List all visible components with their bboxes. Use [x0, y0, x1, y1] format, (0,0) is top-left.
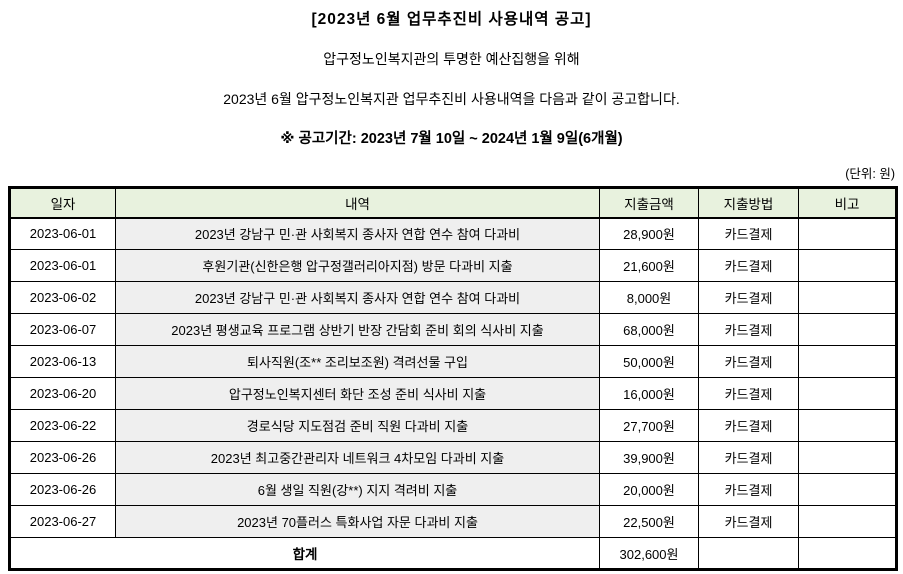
- cell-amount: 21,600원: [599, 249, 699, 282]
- cell-note: [798, 409, 897, 442]
- cell-method: 카드결제: [698, 345, 799, 378]
- cell-date: 2023-06-02: [9, 281, 116, 314]
- cell-description: 2023년 강남구 민·관 사회복지 종사자 연합 연수 참여 다과비: [115, 217, 600, 250]
- table-row: 2023-06-01 2023년 강남구 민·관 사회복지 종사자 연합 연수 …: [9, 217, 897, 250]
- cell-method: 카드결제: [698, 217, 799, 250]
- cell-date: 2023-06-26: [9, 473, 116, 506]
- header-row: 일자 내역 지출금액 지출방법 비고: [9, 187, 897, 219]
- cell-method: 카드결제: [698, 505, 799, 538]
- cell-amount: 22,500원: [599, 505, 699, 538]
- cell-amount: 20,000원: [599, 473, 699, 506]
- cell-amount: 50,000원: [599, 345, 699, 378]
- table-row: 2023-06-22 경로식당 지도점검 준비 직원 다과비 지출 27,700…: [9, 409, 897, 442]
- cell-amount: 28,900원: [599, 217, 699, 250]
- cell-description: 2023년 강남구 민·관 사회복지 종사자 연합 연수 참여 다과비: [115, 281, 600, 314]
- cell-note: [798, 249, 897, 282]
- table-row: 2023-06-26 2023년 최고중간관리자 네트워크 4차모임 다과비 지…: [9, 441, 897, 474]
- cell-amount: 39,900원: [599, 441, 699, 474]
- total-method: [698, 537, 799, 570]
- notice-period: ※ 공고기간: 2023년 7월 10일 ~ 2024년 1월 9일(6개월): [280, 131, 623, 147]
- cell-note: [798, 505, 897, 538]
- cell-note: [798, 377, 897, 410]
- cell-description: 6월 생일 직원(강**) 지지 격려비 지출: [115, 473, 600, 506]
- cell-method: 카드결제: [698, 281, 799, 314]
- table-row: 2023-06-02 2023년 강남구 민·관 사회복지 종사자 연합 연수 …: [9, 281, 897, 314]
- cell-description: 퇴사직원(조** 조리보조원) 격려선물 구입: [115, 345, 600, 378]
- cell-date: 2023-06-13: [9, 345, 116, 378]
- cell-amount: 8,000원: [599, 281, 699, 314]
- table-row: 2023-06-26 6월 생일 직원(강**) 지지 격려비 지출 20,00…: [9, 473, 897, 506]
- header-amount: 지출금액: [599, 187, 699, 219]
- cell-date: 2023-06-01: [9, 217, 116, 250]
- cell-method: 카드결제: [698, 441, 799, 474]
- cell-date: 2023-06-07: [9, 313, 116, 346]
- table-row: 2023-06-13 퇴사직원(조** 조리보조원) 격려선물 구입 50,00…: [9, 345, 897, 378]
- cell-note: [798, 345, 897, 378]
- cell-note: [798, 281, 897, 314]
- cell-note: [798, 441, 897, 474]
- cell-note: [798, 473, 897, 506]
- table-row: 2023-06-20 압구정노인복지센터 화단 조성 준비 식사비 지출 16,…: [9, 377, 897, 410]
- header-note: 비고: [798, 187, 897, 219]
- cell-date: 2023-06-20: [9, 377, 116, 410]
- cell-method: 카드결제: [698, 313, 799, 346]
- intro-line-2: 2023년 6월 압구정노인복지관 업무추진비 사용내역을 다음과 같이 공고합…: [223, 91, 680, 107]
- total-amount: 302,600원: [599, 537, 699, 570]
- table-row: 2023-06-27 2023년 70플러스 특화사업 자문 다과비 지출 22…: [9, 505, 897, 538]
- table-body: 2023-06-01 2023년 강남구 민·관 사회복지 종사자 연합 연수 …: [9, 217, 897, 538]
- cell-description: 압구정노인복지센터 화단 조성 준비 식사비 지출: [115, 377, 600, 410]
- unit-note: (단위: 원): [845, 167, 895, 181]
- cell-description: 2023년 70플러스 특화사업 자문 다과비 지출: [115, 505, 600, 538]
- cell-date: 2023-06-26: [9, 441, 116, 474]
- cell-amount: 27,700원: [599, 409, 699, 442]
- cell-date: 2023-06-27: [9, 505, 116, 538]
- cell-description: 2023년 평생교육 프로그램 상반기 반장 간담회 준비 회의 식사비 지출: [115, 313, 600, 346]
- cell-date: 2023-06-01: [9, 249, 116, 282]
- header-description: 내역: [115, 187, 600, 219]
- expense-table: 일자 내역 지출금액 지출방법 비고 2023-06-01 2023년 강남구 …: [8, 186, 898, 571]
- cell-amount: 16,000원: [599, 377, 699, 410]
- cell-method: 카드결제: [698, 377, 799, 410]
- page-title: [2023년 6월 업무추진비 사용내역 공고]: [311, 11, 592, 28]
- cell-note: [798, 313, 897, 346]
- cell-description: 후원기관(신한은행 압구정갤러리아지점) 방문 다과비 지출: [115, 249, 600, 282]
- table-row: 2023-06-07 2023년 평생교육 프로그램 상반기 반장 간담회 준비…: [9, 313, 897, 346]
- table-header: 일자 내역 지출금액 지출방법 비고: [9, 187, 897, 219]
- header-date: 일자: [9, 187, 116, 219]
- header-method: 지출방법: [698, 187, 799, 219]
- cell-description: 경로식당 지도점검 준비 직원 다과비 지출: [115, 409, 600, 442]
- cell-amount: 68,000원: [599, 313, 699, 346]
- cell-note: [798, 217, 897, 250]
- table-row: 2023-06-01 후원기관(신한은행 압구정갤러리아지점) 방문 다과비 지…: [9, 249, 897, 282]
- cell-method: 카드결제: [698, 409, 799, 442]
- cell-description: 2023년 최고중간관리자 네트워크 4차모임 다과비 지출: [115, 441, 600, 474]
- cell-date: 2023-06-22: [9, 409, 116, 442]
- intro-line-1: 압구정노인복지관의 투명한 예산집행을 위해: [323, 51, 580, 67]
- cell-method: 카드결제: [698, 473, 799, 506]
- total-row: 합계 302,600원: [9, 537, 897, 570]
- table-footer: 합계 302,600원: [9, 537, 897, 570]
- total-label: 합계: [9, 537, 600, 570]
- total-note: [798, 537, 897, 570]
- cell-method: 카드결제: [698, 249, 799, 282]
